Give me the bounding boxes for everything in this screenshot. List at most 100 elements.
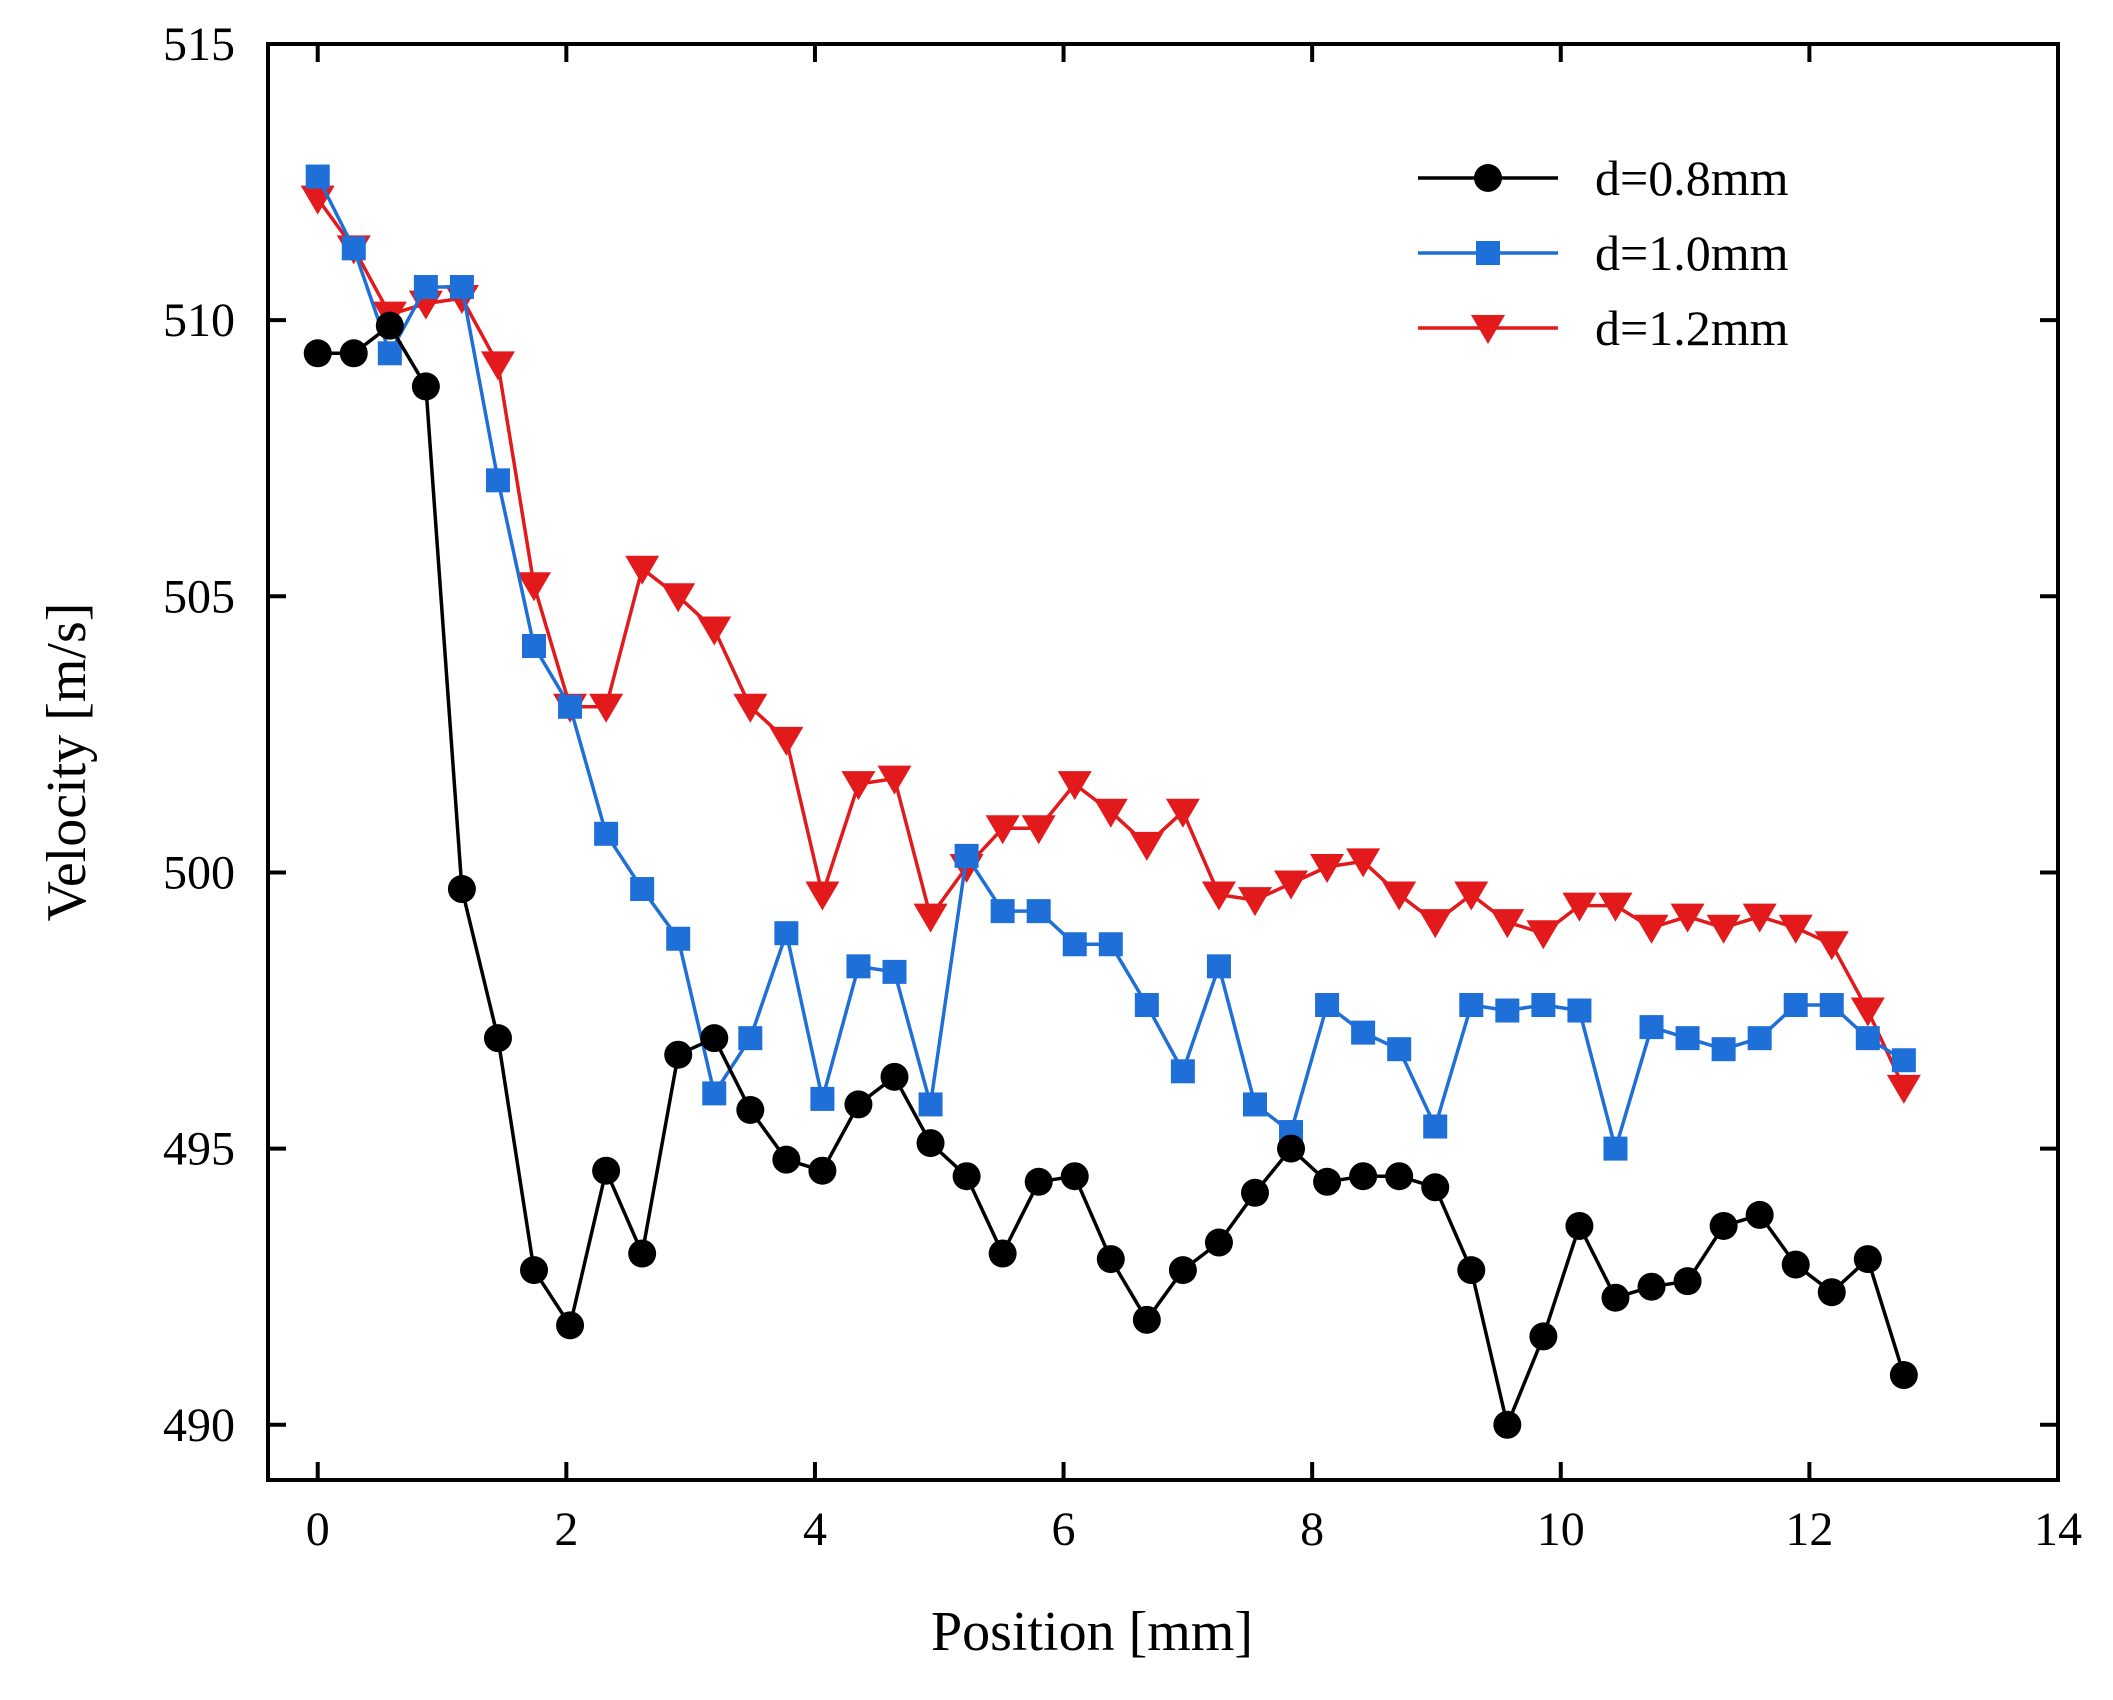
data-point [1385,1162,1414,1191]
data-point [1742,903,1777,933]
data-point [1529,1322,1558,1351]
data-point [1889,1361,1918,1390]
data-point [666,926,691,951]
data-point [1817,1278,1846,1307]
data-point [1850,997,1885,1027]
data-point [1093,798,1128,828]
y-tick-label: 515 [163,18,235,71]
data-point [1170,1059,1195,1084]
data-point [377,341,402,366]
x-tick-label: 4 [803,1503,827,1556]
data-point [1459,993,1484,1018]
data-point [1675,1026,1700,1051]
data-point [339,339,368,368]
data-point [1562,892,1597,922]
data-point [916,1129,945,1158]
data-point [772,1145,801,1174]
data-point [480,351,515,381]
data-point [1418,909,1453,939]
data-point [774,921,799,946]
y-tick-label: 505 [163,570,235,623]
data-point [628,1239,657,1268]
data-point [877,765,912,795]
data-point [1709,1211,1738,1240]
data-point [1201,881,1236,911]
data-point [918,1092,943,1117]
data-point [375,311,404,340]
data-point [736,1095,765,1124]
legend-label: d=0.8mm [1595,150,1789,206]
data-point [1313,1167,1342,1196]
y-tick-label: 510 [163,294,235,347]
data-point [1673,1267,1702,1296]
data-point [882,959,907,984]
data-point [880,1062,909,1091]
data-point [985,815,1020,845]
data-point [1706,914,1741,944]
data-point [556,1311,585,1340]
data-point [1783,993,1808,1018]
data-point [808,1156,837,1185]
data-point [1891,1048,1916,1073]
legend-marker [1476,241,1500,265]
data-point [1421,1173,1450,1202]
data-point [1240,1178,1269,1207]
data-point [661,583,696,613]
x-axis-label: Position [mm] [931,1601,1253,1663]
data-point [733,693,768,723]
legend-label: d=1.2mm [1595,300,1789,356]
data-point [769,726,804,756]
data-point [841,771,876,801]
data-point [303,339,332,368]
plot-frame [266,42,2060,1482]
data-point [1204,1228,1233,1257]
x-tick-label: 8 [1300,1503,1324,1556]
data-point [1637,1272,1666,1301]
data-point [1098,932,1123,957]
data-point [522,634,547,659]
data-point [1237,887,1272,917]
data-point [447,875,476,904]
data-point [1855,1026,1880,1051]
data-point [1601,1283,1630,1312]
x-tick-label: 6 [1052,1503,1076,1556]
data-point [1747,1026,1772,1051]
data-point [844,1090,873,1119]
data-point [1886,1074,1921,1104]
data-point [592,1156,621,1185]
data-point [664,1040,693,1069]
series-layer [300,164,1921,1439]
data-point [1598,892,1633,922]
data-point [1526,920,1561,950]
data-point [1274,870,1309,900]
data-point [697,616,732,646]
data-point [702,1081,727,1106]
y-tick-label: 500 [163,846,235,899]
data-point [594,821,619,846]
data-point [1134,993,1159,1018]
data-point [988,1239,1017,1268]
x-tick-label: 10 [1537,1503,1585,1556]
data-point [1096,1245,1125,1274]
data-point [1634,914,1669,944]
data-point [738,1026,763,1051]
data-point [630,877,655,902]
legend: d=0.8mm d=1.0mm d=1.2mm [1418,150,1789,356]
y-tick-label: 495 [163,1123,235,1176]
data-point [1242,1092,1267,1117]
y-tick-label: 490 [163,1399,235,1452]
data-point [1423,1114,1448,1139]
data-point [411,372,440,401]
data-point [990,899,1015,924]
data-point [517,572,552,602]
y-axis-label: Velocity [m/s] [36,603,98,922]
data-point [413,275,438,300]
data-point [1493,1410,1522,1439]
data-point [1026,899,1051,924]
data-point [1495,998,1520,1023]
data-point [1382,881,1417,911]
data-point [954,843,979,868]
data-point [625,555,660,585]
